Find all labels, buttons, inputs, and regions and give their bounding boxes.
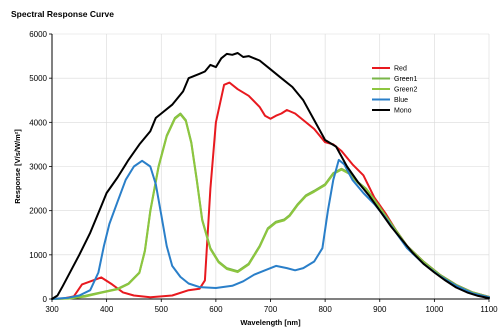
x-tick-label: 800 (318, 305, 332, 314)
legend-label-mono: Mono (394, 108, 412, 115)
y-tick-label: 5000 (29, 74, 47, 83)
x-tick-label: 500 (155, 305, 169, 314)
x-tick-label: 600 (209, 305, 223, 314)
chart-title: Spectral Response Curve (11, 9, 114, 19)
x-tick-label: 400 (100, 305, 114, 314)
series-line-green2 (51, 113, 490, 300)
y-tick-label: 4000 (29, 118, 47, 127)
y-tick-label: 1000 (29, 251, 47, 260)
x-tick-label: 1100 (480, 305, 498, 314)
x-axis-label: Wavelength [nm] (240, 318, 301, 327)
series-line-mono (51, 52, 490, 300)
y-tick-label: 3000 (29, 163, 47, 172)
legend-label-blue: Blue (394, 97, 408, 104)
x-tick-label: 1000 (425, 305, 443, 314)
series-line-red (51, 81, 490, 300)
x-tick-label: 300 (45, 305, 59, 314)
legend-label-green2: Green2 (394, 87, 417, 94)
x-tick-label: 700 (264, 305, 278, 314)
y-tick-label: 0 (43, 295, 48, 304)
y-axis-label: Response [V/s/W/m²] (13, 129, 22, 204)
x-tick-label: 900 (373, 305, 387, 314)
y-tick-label: 6000 (29, 30, 47, 39)
legend-label-red: Red (394, 66, 407, 73)
y-tick-label: 2000 (29, 207, 47, 216)
legend-label-green1: Green1 (394, 76, 417, 83)
